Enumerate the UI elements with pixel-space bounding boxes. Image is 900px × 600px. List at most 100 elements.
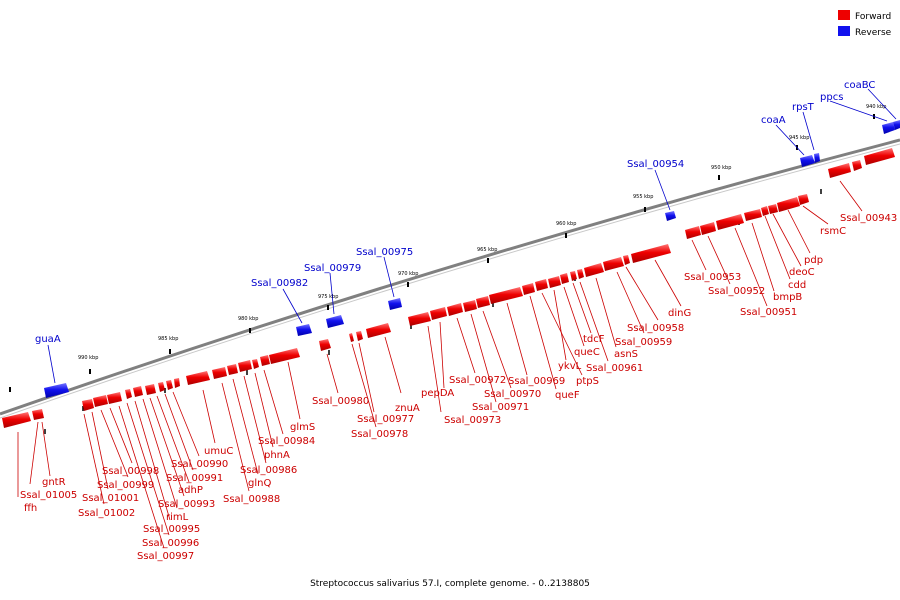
forward-gene bbox=[777, 197, 800, 212]
gene-label-Ssal_00980: Ssal_00980 bbox=[312, 396, 369, 407]
leader-line bbox=[109, 407, 133, 464]
leader-line bbox=[707, 235, 731, 285]
gene-label-Ssal_00988: Ssal_00988 bbox=[223, 494, 280, 505]
gene-label-coaBC: coaBC bbox=[844, 80, 875, 91]
gene-label-ptpS: ptpS bbox=[576, 376, 599, 387]
leader-line bbox=[654, 259, 682, 307]
gene-label-guaA: guaA bbox=[35, 334, 61, 345]
reverse-gene-coaA bbox=[800, 155, 815, 167]
tick-label: 970 kbp bbox=[398, 271, 418, 277]
legend-reverse-label: Reverse bbox=[855, 28, 892, 38]
legend: Forward Reverse bbox=[838, 10, 892, 38]
forward-gene bbox=[463, 300, 477, 312]
leader-line bbox=[329, 272, 335, 315]
forward-gene bbox=[716, 214, 744, 230]
leader-line bbox=[439, 321, 445, 389]
tick-label: 950 kbp bbox=[711, 165, 731, 171]
gene-label-ffh: ffh bbox=[24, 503, 37, 514]
leader-line bbox=[156, 395, 190, 483]
leader-line bbox=[572, 282, 592, 334]
gene-label-Ssal_00943: Ssal_00943 bbox=[840, 213, 897, 224]
reverse-gene-coaBC bbox=[893, 120, 900, 130]
gene-label-Ssal_00998: Ssal_00998 bbox=[102, 466, 159, 477]
gene-label-Ssal_00979: Ssal_00979 bbox=[304, 263, 361, 274]
gene-label-Ssal_00975: Ssal_00975 bbox=[356, 247, 413, 258]
gene-label-Ssal_00993: Ssal_00993 bbox=[158, 499, 215, 510]
tick-label: 955 kbp bbox=[633, 194, 653, 200]
leader-line bbox=[839, 180, 863, 212]
gene-label-rsmC: rsmC bbox=[820, 226, 846, 237]
leader-line bbox=[829, 100, 888, 122]
forward-gene bbox=[212, 367, 227, 379]
genome-axis-shadow bbox=[0, 143, 900, 419]
reverse-genes bbox=[44, 120, 900, 398]
forward-gene bbox=[798, 194, 809, 205]
gene-label-cdd: cdd bbox=[788, 280, 806, 291]
gene-label-phnA: phnA bbox=[264, 450, 290, 461]
reverse-gene-guaA bbox=[44, 383, 69, 398]
leader-line bbox=[595, 277, 617, 348]
forward-gene bbox=[828, 163, 851, 178]
gene-label-bmpB: bmpB bbox=[773, 292, 802, 303]
forward-gene bbox=[93, 395, 108, 407]
gene-label-rimL: rimL bbox=[166, 512, 189, 523]
leader-line bbox=[691, 239, 707, 271]
leader-line bbox=[232, 378, 259, 475]
leader-line bbox=[751, 222, 775, 292]
leader-line bbox=[616, 271, 645, 334]
leader-line bbox=[221, 382, 250, 492]
gene-label-znuA: znuA bbox=[395, 403, 420, 414]
gene-label-ppcs: ppcs bbox=[820, 92, 843, 103]
leader-line bbox=[764, 215, 791, 280]
leader-line bbox=[326, 353, 339, 394]
reverse-gene-Ssal_00979 bbox=[326, 315, 344, 328]
leader-line bbox=[91, 411, 109, 490]
leader-line bbox=[802, 111, 815, 151]
forward-gene bbox=[852, 160, 862, 171]
leader-line bbox=[164, 393, 194, 471]
gene-label-Ssal_01005: Ssal_01005 bbox=[20, 490, 77, 501]
gene-label-Ssal_00991: Ssal_00991 bbox=[166, 473, 223, 484]
leader-line bbox=[282, 288, 303, 324]
forward-gene bbox=[125, 389, 132, 399]
gene-label-Ssal_00972: Ssal_00972 bbox=[449, 375, 506, 386]
gene-label-Ssal_00984: Ssal_00984 bbox=[258, 436, 315, 447]
leader-line bbox=[83, 413, 105, 505]
forward-gene bbox=[577, 269, 584, 279]
forward-gene bbox=[631, 244, 671, 263]
leader-line bbox=[734, 227, 768, 307]
forward-gene bbox=[700, 222, 716, 235]
gene-label-Ssal_00954: Ssal_00954 bbox=[627, 159, 684, 170]
forward-gene bbox=[584, 263, 604, 277]
forward-gene bbox=[166, 380, 173, 390]
forward-gene bbox=[535, 279, 548, 291]
reverse-gene-Ssal_00954 bbox=[665, 211, 676, 221]
gene-label-queF: queF bbox=[555, 390, 580, 401]
gene-label-Ssal_00971: Ssal_00971 bbox=[472, 402, 529, 413]
gene-label-Ssal_00990: Ssal_00990 bbox=[171, 459, 228, 470]
forward-gene bbox=[158, 382, 165, 392]
forward-gene bbox=[408, 312, 431, 326]
reverse-swatch bbox=[838, 26, 850, 36]
gene-label-Ssal_00982: Ssal_00982 bbox=[251, 278, 308, 289]
forward-gene bbox=[570, 271, 577, 281]
gene-label-glnQ: glnQ bbox=[248, 478, 271, 489]
forward-gene bbox=[685, 226, 701, 239]
leader-line bbox=[579, 281, 609, 362]
leader-line bbox=[100, 409, 129, 478]
gene-label-Ssal_00958: Ssal_00958 bbox=[627, 323, 684, 334]
gene-label-Ssal_00969: Ssal_00969 bbox=[508, 376, 565, 387]
gene-label-tdcF: tdcF bbox=[583, 334, 605, 345]
kbp-ticks: 940 kbp 945 kbp 950 kbp 955 kbp 960 kbp … bbox=[78, 104, 886, 361]
leader-line bbox=[287, 361, 301, 420]
forward-gene bbox=[186, 371, 210, 385]
major-tick-marks bbox=[9, 114, 875, 392]
leader-line bbox=[553, 289, 567, 361]
forward-gene bbox=[269, 348, 300, 364]
gene-label-asnS: asnS bbox=[614, 349, 638, 360]
tick-label: 960 kbp bbox=[556, 221, 576, 227]
gene-label-Ssal_00952: Ssal_00952 bbox=[708, 286, 765, 297]
leader-line bbox=[654, 169, 671, 211]
forward-swatch bbox=[838, 10, 850, 20]
